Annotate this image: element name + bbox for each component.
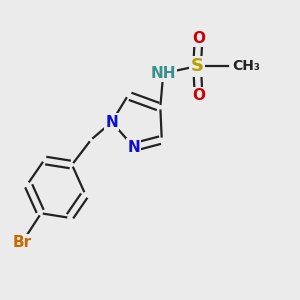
Text: O: O <box>192 88 205 103</box>
Text: O: O <box>192 31 205 46</box>
Text: NH: NH <box>151 66 176 81</box>
Text: N: N <box>105 115 118 130</box>
Text: CH₃: CH₃ <box>232 59 260 73</box>
Text: S: S <box>190 57 204 75</box>
Text: N: N <box>128 140 140 154</box>
Text: Br: Br <box>12 235 32 250</box>
